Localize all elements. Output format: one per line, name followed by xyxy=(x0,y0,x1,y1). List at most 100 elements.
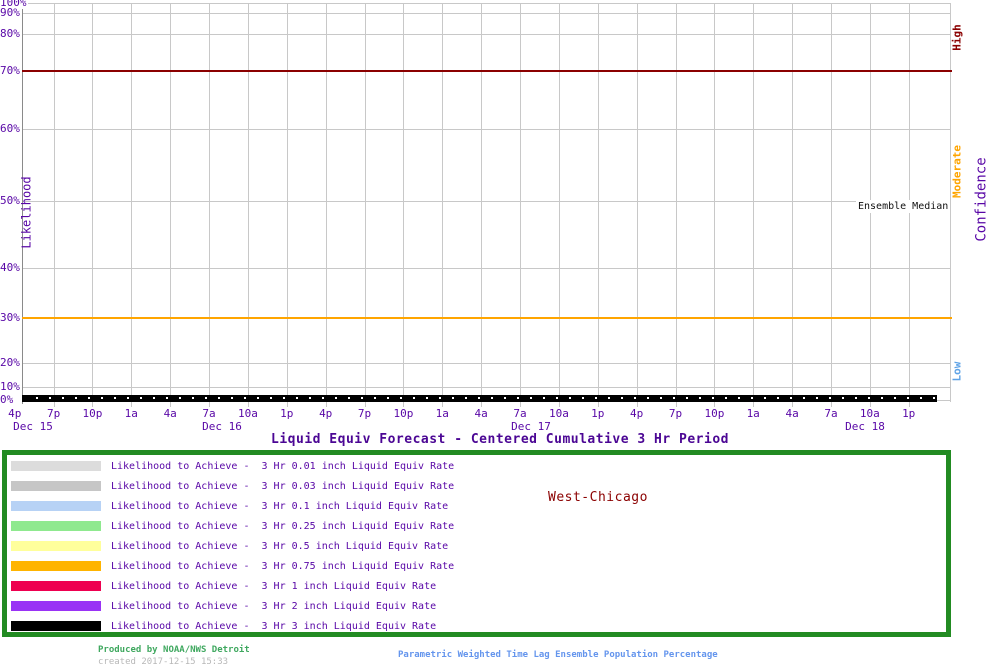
x-tick-label: 7a xyxy=(202,407,216,420)
h-gridline xyxy=(22,3,950,4)
legend-swatch xyxy=(11,501,101,511)
x-tick-label: 1p xyxy=(902,407,916,420)
x-tick-label: 1a xyxy=(124,407,138,420)
v-gridline xyxy=(520,3,521,407)
x-tick-label: 7p xyxy=(46,407,61,420)
v-gridline xyxy=(325,3,327,407)
x-tick-label: 1p xyxy=(591,407,605,420)
x-tick-label: 1a xyxy=(435,407,449,420)
legend-swatch xyxy=(11,581,101,591)
y-tick-label: 40% xyxy=(0,261,21,274)
x-tick-label: 10a xyxy=(859,407,880,420)
v-gridline xyxy=(558,3,560,407)
x-tick-label: 4p xyxy=(319,407,333,420)
h-gridline xyxy=(22,129,950,130)
x-tick-label: 10a xyxy=(237,407,258,420)
footer-method: Parametric Weighted Time Lag Ensemble Po… xyxy=(398,650,718,660)
h-gridline xyxy=(22,34,950,35)
plot-area: 100% 90% 80% 70% 60% 50% 40% 30% 20% 10% 0% 4p 7p 10… xyxy=(0,0,990,433)
v-gridline xyxy=(170,3,172,407)
x-tick-label: 1p xyxy=(280,407,294,420)
ensemble-median-markers xyxy=(25,397,937,399)
likelihood-series-baseline xyxy=(22,395,937,402)
x-tick-label: 10p xyxy=(82,407,103,420)
legend-label: Likelihood to Achieve - 3 Hr 0.25 inch L… xyxy=(111,521,455,532)
legend-swatch xyxy=(11,541,101,551)
y-tick-label: 50% xyxy=(0,194,21,207)
v-gridline xyxy=(675,3,677,407)
v-gridline xyxy=(636,3,638,407)
y-tick-label: 90% xyxy=(0,6,21,19)
date-label: Dec 15 xyxy=(13,420,53,433)
y-tick-label: 20% xyxy=(0,356,21,369)
x-tick-label: 4a xyxy=(785,407,799,420)
v-gridline xyxy=(53,3,55,407)
chart-title: Liquid Equiv Forecast - Centered Cumulat… xyxy=(271,432,729,447)
v-gridline xyxy=(792,3,794,407)
y-axis-title: Likelihood xyxy=(19,176,34,249)
x-tick-label: 4a xyxy=(163,407,177,420)
legend-label: Likelihood to Achieve - 3 Hr 0.1 inch Li… xyxy=(111,501,449,512)
legend-label: Likelihood to Achieve - 3 Hr 1 inch Liqu… xyxy=(111,581,437,592)
x-tick-label: 4p xyxy=(8,407,22,420)
v-gridline xyxy=(714,3,716,407)
date-label: Dec 16 xyxy=(202,420,242,433)
legend-label: Likelihood to Achieve - 3 Hr 3 inch Liqu… xyxy=(111,621,437,632)
legend-box: Likelihood to Achieve - 3 Hr 0.01 inch L… xyxy=(2,450,951,637)
v-gridline xyxy=(286,3,288,407)
y-tick-label: 30% xyxy=(0,311,21,324)
legend-label: Likelihood to Achieve - 3 Hr 2 inch Liqu… xyxy=(111,601,437,612)
v-gridline xyxy=(209,3,210,407)
x-tick-label: 7a xyxy=(513,407,527,420)
h-gridline xyxy=(22,201,950,202)
v-gridline xyxy=(481,3,483,407)
x-tick-label: 7p xyxy=(668,407,683,420)
h-gridline xyxy=(22,387,950,388)
legend-label: Likelihood to Achieve - 3 Hr 0.5 inch Li… xyxy=(111,541,449,552)
ensemble-median-annotation: Ensemble Median xyxy=(856,200,951,213)
confidence-level-low: Low xyxy=(950,361,964,382)
x-tick-label: 4p xyxy=(629,407,644,420)
x-tick-label: 10p xyxy=(704,407,725,420)
y-tick-label: 10% xyxy=(0,380,21,393)
y-tick-label: 0% xyxy=(0,393,15,406)
moderate-threshold-line xyxy=(22,317,952,319)
footer-produced-by: Produced by NOAA/NWS Detroit xyxy=(98,645,250,655)
plot-left-border xyxy=(22,3,23,404)
v-gridline xyxy=(597,3,599,407)
legend-swatch xyxy=(11,621,101,631)
x-tick-label: 7a xyxy=(824,407,838,420)
y-tick-label: 100% xyxy=(0,0,28,9)
x-tick-label: 4a xyxy=(474,407,488,420)
v-gridline xyxy=(442,3,444,407)
confidence-level-high: High xyxy=(950,24,964,51)
date-label: Dec 17 xyxy=(511,420,551,433)
y-tick-label: 60% xyxy=(0,122,21,135)
v-gridline xyxy=(753,3,755,407)
y-tick-label: 70% xyxy=(0,64,21,77)
legend-swatch xyxy=(11,481,101,491)
y-tick-label: 80% xyxy=(0,27,21,40)
v-gridline xyxy=(247,3,249,407)
confidence-level-moderate: Moderate xyxy=(950,145,964,198)
legend-label: Likelihood to Achieve - 3 Hr 0.01 inch L… xyxy=(111,461,455,472)
legend-swatch xyxy=(11,461,101,471)
v-gridline xyxy=(364,3,366,407)
legend-swatch xyxy=(11,521,101,531)
legend-label: Likelihood to Achieve - 3 Hr 0.03 inch L… xyxy=(111,481,455,492)
x-tick-label: 10p xyxy=(393,407,414,420)
v-gridline xyxy=(831,3,832,407)
footer-created: created 2017-12-15 15:33 xyxy=(98,657,229,667)
v-gridline xyxy=(403,3,405,407)
v-gridline xyxy=(92,3,94,407)
v-gridline xyxy=(131,3,133,407)
right-axis-title: Confidence xyxy=(973,157,990,242)
legend-swatch xyxy=(11,561,101,571)
h-gridline xyxy=(22,268,950,269)
legend-swatch xyxy=(11,601,101,611)
h-gridline xyxy=(22,13,950,14)
plot-right-border xyxy=(950,3,951,402)
x-tick-label: 7p xyxy=(357,407,372,420)
legend-label: Likelihood to Achieve - 3 Hr 0.75 inch L… xyxy=(111,561,455,572)
